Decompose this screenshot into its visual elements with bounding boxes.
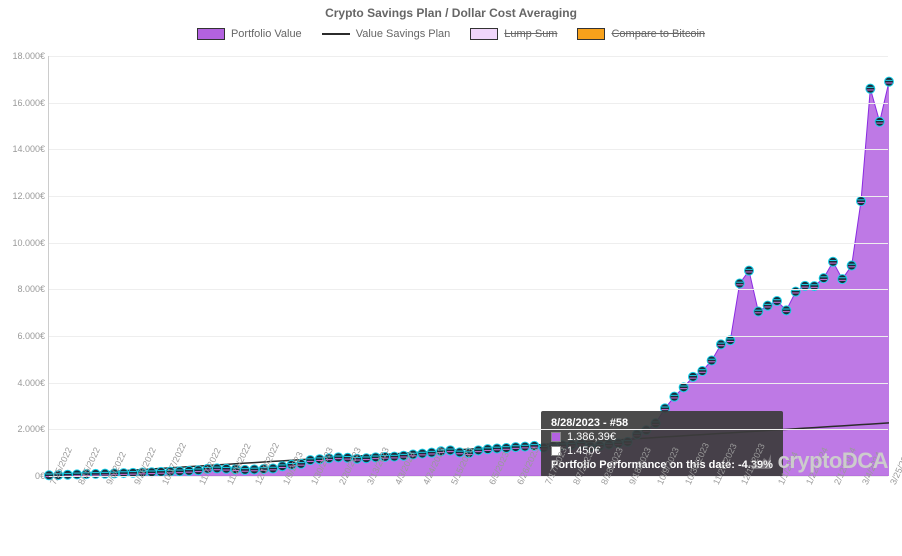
data-marker[interactable] (819, 274, 828, 283)
chart-title: Crypto Savings Plan / Dollar Cost Averag… (0, 0, 902, 20)
gridline (49, 103, 888, 104)
data-marker[interactable] (670, 392, 679, 401)
data-marker[interactable] (745, 266, 754, 275)
legend-item[interactable]: Compare to Bitcoin (577, 28, 705, 40)
data-marker[interactable] (185, 466, 194, 475)
legend-swatch (322, 33, 350, 35)
legend-item[interactable]: Lump Sum (470, 28, 557, 40)
data-marker[interactable] (829, 257, 838, 266)
data-marker[interactable] (707, 356, 716, 365)
data-marker[interactable] (773, 297, 782, 306)
legend-item[interactable]: Portfolio Value (197, 28, 302, 40)
data-marker[interactable] (689, 372, 698, 381)
watermark-text: cryptoDCA (778, 448, 888, 474)
data-marker[interactable] (763, 301, 772, 310)
tooltip-header: 8/28/2023 - #58 (551, 417, 773, 429)
legend-label: Lump Sum (504, 28, 557, 40)
gridline (49, 196, 888, 197)
data-marker[interactable] (362, 454, 371, 463)
data-marker[interactable] (474, 446, 483, 455)
data-marker[interactable] (390, 452, 399, 461)
gridline (49, 336, 888, 337)
data-marker[interactable] (782, 306, 791, 315)
watermark: cryptoDCA (750, 448, 888, 474)
data-marker[interactable] (866, 84, 875, 93)
y-axis-label: 6.000€ (17, 331, 49, 341)
y-axis-label: 12.000€ (12, 191, 49, 201)
gridline (49, 429, 888, 430)
data-marker[interactable] (857, 197, 866, 206)
legend-label: Value Savings Plan (356, 28, 451, 40)
tooltip-value: 1.386,39€ (567, 431, 616, 443)
data-marker[interactable] (717, 340, 726, 349)
data-marker[interactable] (679, 383, 688, 392)
gridline (49, 289, 888, 290)
data-marker[interactable] (838, 275, 847, 284)
y-axis-label: 4.000€ (17, 378, 49, 388)
data-marker[interactable] (306, 456, 315, 465)
gridline (49, 56, 888, 57)
gridline (49, 243, 888, 244)
y-axis-label: 10.000€ (12, 238, 49, 248)
data-marker[interactable] (511, 443, 520, 452)
data-marker[interactable] (875, 117, 884, 126)
data-marker[interactable] (521, 442, 530, 451)
legend-swatch (470, 28, 498, 40)
tooltip-swatch (551, 432, 561, 442)
x-axis-labels: 7/25/20228/15/20229/5/20229/26/202210/17… (48, 478, 888, 548)
y-axis-label: 2.000€ (17, 424, 49, 434)
data-marker[interactable] (418, 449, 427, 458)
data-marker[interactable] (698, 367, 707, 376)
data-marker[interactable] (446, 446, 455, 455)
data-marker[interactable] (483, 445, 492, 454)
y-axis-label: 8.000€ (17, 284, 49, 294)
data-marker[interactable] (735, 279, 744, 288)
legend-item[interactable]: Value Savings Plan (322, 28, 451, 40)
data-marker[interactable] (847, 261, 856, 270)
plot-area[interactable]: 8/28/2023 - #58 1.386,39€1.450€ Portfoli… (48, 56, 888, 476)
y-axis-label: 16.000€ (12, 98, 49, 108)
legend-swatch (577, 28, 605, 40)
y-axis-label: 18.000€ (12, 51, 49, 61)
data-marker[interactable] (885, 77, 894, 86)
chart-container: Crypto Savings Plan / Dollar Cost Averag… (0, 0, 902, 556)
data-marker[interactable] (334, 453, 343, 462)
legend: Portfolio Value Value Savings Plan Lump Su… (0, 20, 902, 48)
data-marker[interactable] (754, 307, 763, 316)
legend-label: Portfolio Value (231, 28, 302, 40)
gridline (49, 476, 888, 477)
x-axis-label: 3/25/2024 (888, 446, 902, 487)
tooltip-row: 1.386,39€ (551, 431, 773, 443)
gridline (49, 383, 888, 384)
legend-label: Compare to Bitcoin (611, 28, 705, 40)
data-marker[interactable] (726, 336, 735, 345)
y-axis-label: 0€ (35, 471, 49, 481)
legend-swatch (197, 28, 225, 40)
y-axis-label: 14.000€ (12, 144, 49, 154)
gridline (49, 149, 888, 150)
watermark-icon (750, 452, 772, 470)
